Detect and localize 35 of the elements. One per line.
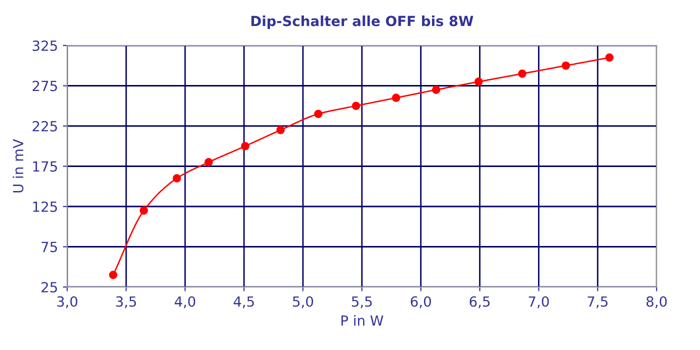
y-tick-label: 175	[33, 161, 57, 172]
x-tick-label: 8,0	[646, 296, 667, 308]
point	[474, 78, 483, 86]
point	[276, 126, 285, 134]
x-tick-label: 4,5	[234, 296, 254, 308]
y-axis-title: U in mV	[12, 139, 24, 192]
chart-title: Dip-Schalter alle OFF bis 8W	[251, 16, 474, 29]
y-tick-label: 325	[32, 40, 57, 51]
point	[172, 174, 181, 182]
x-tick-label: 6,0	[410, 296, 431, 308]
x-tick-label: 3,0	[57, 296, 78, 308]
y-tick-label: 275	[32, 80, 57, 92]
x-tick-label: 7,0	[528, 296, 549, 308]
x-tick-label: 6,5	[470, 296, 490, 308]
point	[392, 94, 400, 102]
point	[432, 86, 440, 94]
x-axis-title: P in W	[341, 315, 384, 326]
point	[518, 70, 526, 78]
y-tick-label: 25	[42, 282, 57, 292]
x-tick-label: 7,5	[588, 296, 608, 308]
point	[314, 110, 322, 118]
y-tick-label: 75	[42, 242, 57, 252]
x-tick-label: 5,0	[292, 296, 314, 308]
point	[605, 53, 614, 62]
x-tick-label: 5,5	[352, 296, 372, 308]
point	[109, 270, 118, 280]
point	[241, 142, 250, 150]
x-tick-label: 4,0	[174, 296, 196, 308]
y-tick-label: 225	[32, 120, 57, 132]
y-tick-label: 125	[33, 201, 57, 212]
point	[352, 102, 360, 110]
point	[140, 206, 148, 215]
x-tick-label: 3,5	[116, 296, 136, 308]
point	[204, 158, 213, 166]
point	[562, 61, 570, 70]
